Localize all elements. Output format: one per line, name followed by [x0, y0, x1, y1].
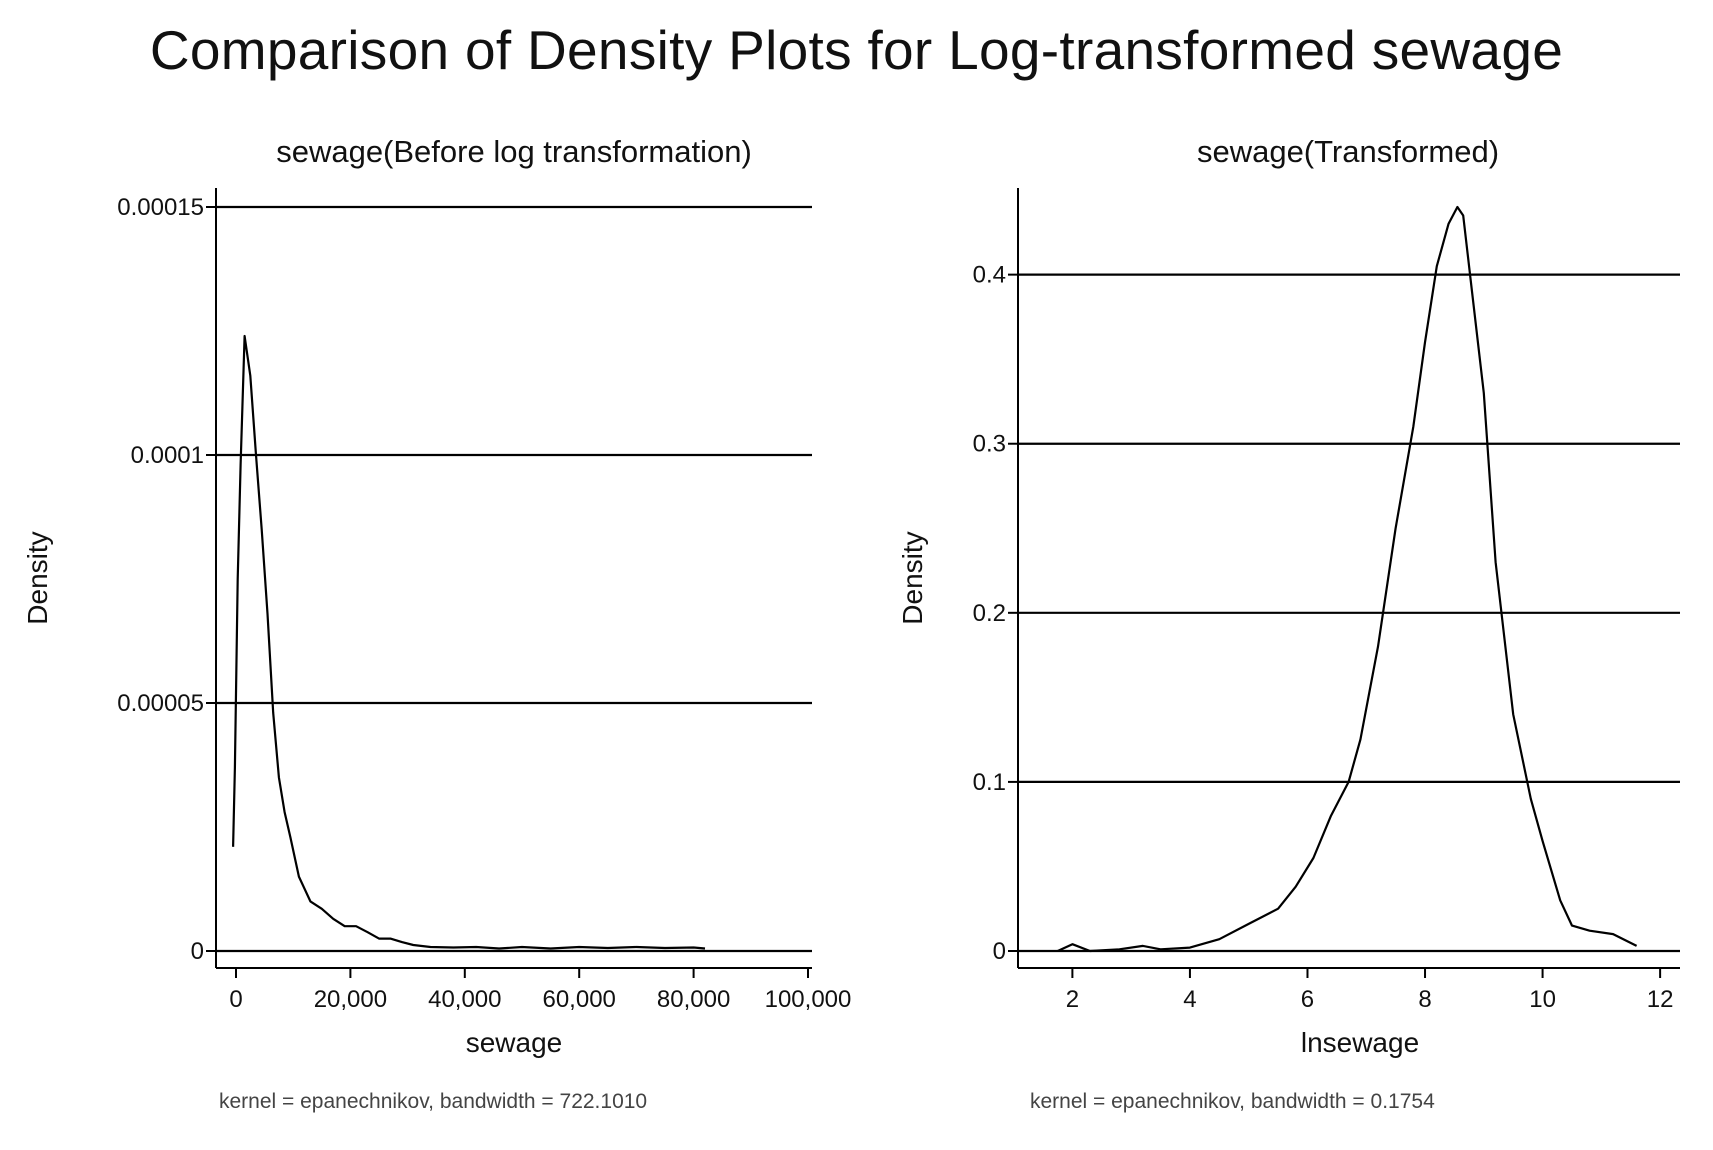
y-tick-label: 0 [191, 938, 204, 965]
x-tick-label: 2 [1066, 986, 1079, 1013]
x-tick-label: 60,000 [542, 986, 615, 1013]
x-tick-label: 80,000 [657, 986, 730, 1013]
figure-title: Comparison of Density Plots for Log-tran… [149, 19, 1564, 81]
y-tick-label: 0.2 [973, 600, 1006, 627]
y-tick-label: 0.0001 [131, 442, 204, 469]
panel-transformed: sewage(Transformed) 0 0.1 0.2 0.3 0.4 2 4 6 8 10… [897, 134, 1680, 1113]
panel-before-log: sewage(Before log transformation) 0 0.000… [22, 134, 851, 1113]
y-tick-label: 0.3 [973, 431, 1006, 458]
gridlines-transformed [1018, 273, 1680, 953]
kernel-note-transformed: kernel = epanechnikov, bandwidth = 0.175… [1030, 1090, 1435, 1113]
x-tick-label: 12 [1647, 986, 1674, 1013]
y-ticks-before: 0 0.00005 0.0001 0.00015 [117, 194, 216, 965]
x-axis-label-transformed: lnsewage [1301, 1027, 1419, 1058]
x-tick-label: 0 [229, 986, 242, 1013]
y-tick-label: 0 [993, 938, 1006, 965]
y-tick-label: 0.4 [973, 262, 1006, 289]
x-ticks-before: 0 20,000 40,000 60,000 80,000 100,000 [229, 968, 851, 1013]
panel-title-before: sewage(Before log transformation) [276, 134, 752, 169]
x-ticks-transformed: 2 4 6 8 10 12 [1066, 968, 1674, 1013]
x-tick-label: 4 [1183, 986, 1196, 1013]
y-tick-label: 0.1 [973, 769, 1006, 796]
x-tick-label: 6 [1301, 986, 1314, 1013]
x-tick-label: 20,000 [314, 986, 387, 1013]
x-tick-label: 100,000 [765, 986, 852, 1013]
y-tick-label: 0.00015 [117, 194, 204, 221]
y-axis-label-before: Density [22, 531, 53, 624]
y-tick-label: 0.00005 [117, 690, 204, 717]
density-curve-before [232, 334, 706, 950]
y-axis-label-transformed: Density [897, 531, 928, 624]
x-tick-label: 8 [1418, 986, 1431, 1013]
x-tick-label: 10 [1529, 986, 1556, 1013]
y-ticks-transformed: 0 0.1 0.2 0.3 0.4 [973, 262, 1018, 965]
x-tick-label: 40,000 [428, 986, 501, 1013]
panel-title-transformed: sewage(Transformed) [1197, 134, 1499, 169]
x-axis-label-before: sewage [466, 1027, 563, 1058]
gridlines-before [216, 205, 812, 953]
kernel-note-before: kernel = epanechnikov, bandwidth = 722.1… [219, 1090, 647, 1113]
density-curve-transformed [1057, 205, 1638, 953]
